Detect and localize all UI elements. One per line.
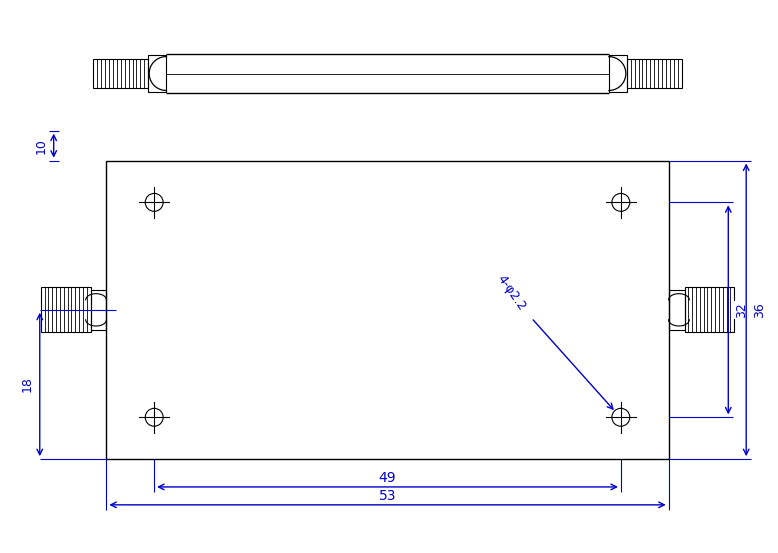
Bar	[609, 55, 627, 92]
Text: 32: 32	[734, 302, 748, 318]
Bar	[685, 288, 734, 332]
Text: 18: 18	[20, 377, 33, 393]
Text: 49: 49	[379, 471, 396, 485]
Bar	[149, 55, 166, 92]
Bar	[93, 59, 149, 88]
Bar	[627, 59, 682, 88]
Text: 36: 36	[752, 302, 766, 318]
Text: 4-φ2.2: 4-φ2.2	[495, 273, 528, 313]
Bar	[107, 160, 668, 459]
Bar	[40, 288, 90, 332]
Text: 53: 53	[379, 489, 396, 503]
Text: 10: 10	[34, 138, 47, 154]
Bar	[90, 290, 107, 330]
Bar	[668, 290, 685, 330]
